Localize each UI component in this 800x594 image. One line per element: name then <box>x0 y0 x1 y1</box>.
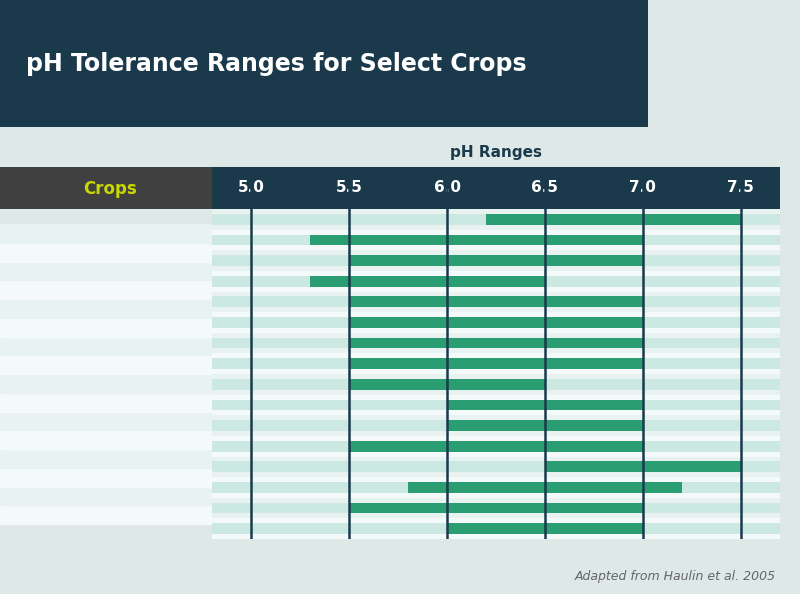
Bar <box>212 477 780 498</box>
Bar <box>349 358 643 369</box>
Bar <box>212 482 780 493</box>
Bar <box>212 338 780 349</box>
Bar <box>408 482 682 493</box>
Bar <box>212 333 780 353</box>
Bar <box>0 393 212 412</box>
Bar <box>212 271 780 292</box>
Bar <box>0 449 212 467</box>
Text: pH Tolerance Ranges for Select Crops: pH Tolerance Ranges for Select Crops <box>26 52 526 75</box>
Bar <box>0 430 212 449</box>
Bar <box>0 374 212 393</box>
Bar <box>486 214 741 225</box>
Bar <box>349 379 545 390</box>
Text: 6.5: 6.5 <box>531 181 558 195</box>
Text: 7.5: 7.5 <box>727 181 754 195</box>
Bar <box>0 467 212 486</box>
Bar <box>349 338 643 349</box>
Bar <box>0 318 212 336</box>
Bar <box>447 400 643 410</box>
Bar <box>0 486 212 505</box>
Text: Adapted from Haulin et al. 2005: Adapted from Haulin et al. 2005 <box>575 570 776 583</box>
Bar <box>212 317 780 328</box>
Text: 5.0: 5.0 <box>238 181 265 195</box>
Bar <box>0 355 212 374</box>
Bar <box>212 230 780 250</box>
Bar <box>447 420 643 431</box>
Bar <box>212 420 780 431</box>
Text: 6.0: 6.0 <box>434 181 461 195</box>
Bar <box>212 498 780 519</box>
Bar <box>212 503 780 513</box>
Text: 5.5: 5.5 <box>336 181 362 195</box>
Bar <box>349 503 643 513</box>
Bar <box>212 436 780 457</box>
Bar <box>0 224 212 243</box>
Bar <box>349 441 643 451</box>
Bar <box>447 523 643 534</box>
Bar <box>349 255 643 266</box>
Bar <box>212 462 780 472</box>
Bar <box>545 462 741 472</box>
Bar <box>310 276 545 286</box>
Bar <box>0 243 212 261</box>
Bar <box>212 457 780 477</box>
Bar <box>0 336 212 355</box>
Bar <box>212 250 780 271</box>
Bar <box>349 296 643 307</box>
Bar <box>212 441 780 451</box>
Bar <box>310 235 643 245</box>
Bar <box>212 519 780 539</box>
Bar <box>212 523 780 534</box>
Bar <box>212 292 780 312</box>
Text: 7.0: 7.0 <box>630 181 656 195</box>
Bar <box>212 312 780 333</box>
Bar <box>212 415 780 436</box>
Bar <box>212 353 780 374</box>
Bar <box>212 296 780 307</box>
Bar <box>212 255 780 266</box>
Bar <box>212 394 780 415</box>
Bar <box>0 412 212 430</box>
Bar <box>212 374 780 394</box>
Bar <box>212 400 780 410</box>
Bar <box>212 276 780 286</box>
Bar <box>212 214 780 225</box>
Bar <box>0 261 212 280</box>
Text: pH Ranges: pH Ranges <box>450 146 542 160</box>
Bar <box>212 209 780 230</box>
Bar <box>0 280 212 299</box>
Bar <box>0 299 212 318</box>
Text: Crops: Crops <box>83 180 137 198</box>
Bar <box>212 379 780 390</box>
Bar <box>212 358 780 369</box>
Bar <box>212 235 780 245</box>
Bar <box>349 317 643 328</box>
Bar <box>0 505 212 524</box>
